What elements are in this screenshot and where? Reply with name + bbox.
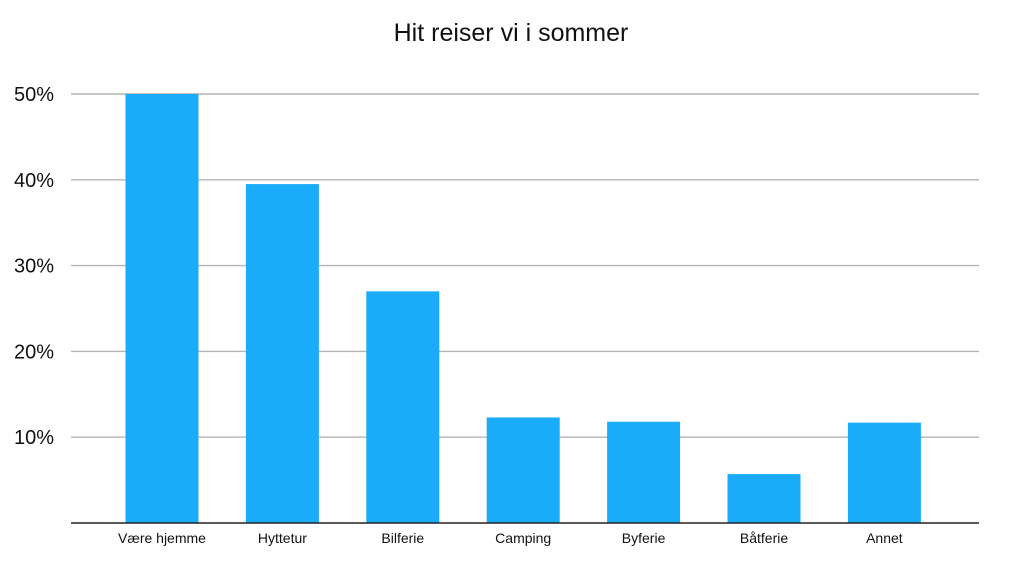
x-tick-label: Byferie xyxy=(622,530,666,546)
gridlines xyxy=(71,93,979,438)
bars xyxy=(125,94,921,523)
bar xyxy=(125,94,199,523)
bar xyxy=(607,421,681,523)
bar xyxy=(245,184,319,523)
x-axis-tick-labels: Være hjemme Hyttetur Bilferie Camping Byferi… xyxy=(118,530,903,546)
y-tick-label: 40% xyxy=(14,170,54,192)
x-tick-label: Bilferie xyxy=(381,530,424,546)
x-tick-label: Hyttetur xyxy=(258,530,307,546)
bar xyxy=(486,417,560,523)
x-tick-label: Camping xyxy=(495,530,551,546)
y-tick-label: 50% xyxy=(14,84,54,106)
x-tick-label: Være hjemme xyxy=(118,530,206,546)
chart-title: Hit reiser vi i sommer xyxy=(394,19,629,47)
bar xyxy=(847,422,921,523)
bar xyxy=(727,474,801,523)
x-tick-label: Annet xyxy=(866,530,903,546)
y-tick-label: 10% xyxy=(14,427,54,449)
x-tick-label: Båtferie xyxy=(740,530,788,546)
y-tick-label: 30% xyxy=(14,256,54,278)
y-tick-label: 20% xyxy=(14,341,54,363)
y-axis-tick-labels: 10% 20% 30% 40% 50% xyxy=(14,84,54,449)
bar xyxy=(366,291,440,523)
